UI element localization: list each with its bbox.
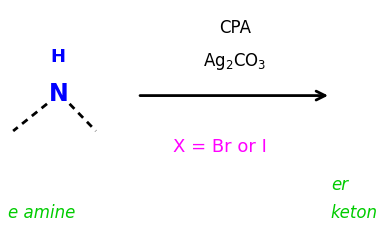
Text: keton: keton [331,204,376,222]
Text: N: N [49,82,68,106]
Text: X = Br or I: X = Br or I [173,139,267,156]
Text: er: er [331,176,348,194]
Text: H: H [51,48,66,66]
Text: Ag$_2$CO$_3$: Ag$_2$CO$_3$ [203,51,267,72]
Text: e amine: e amine [8,204,75,222]
Text: CPA: CPA [219,19,251,37]
